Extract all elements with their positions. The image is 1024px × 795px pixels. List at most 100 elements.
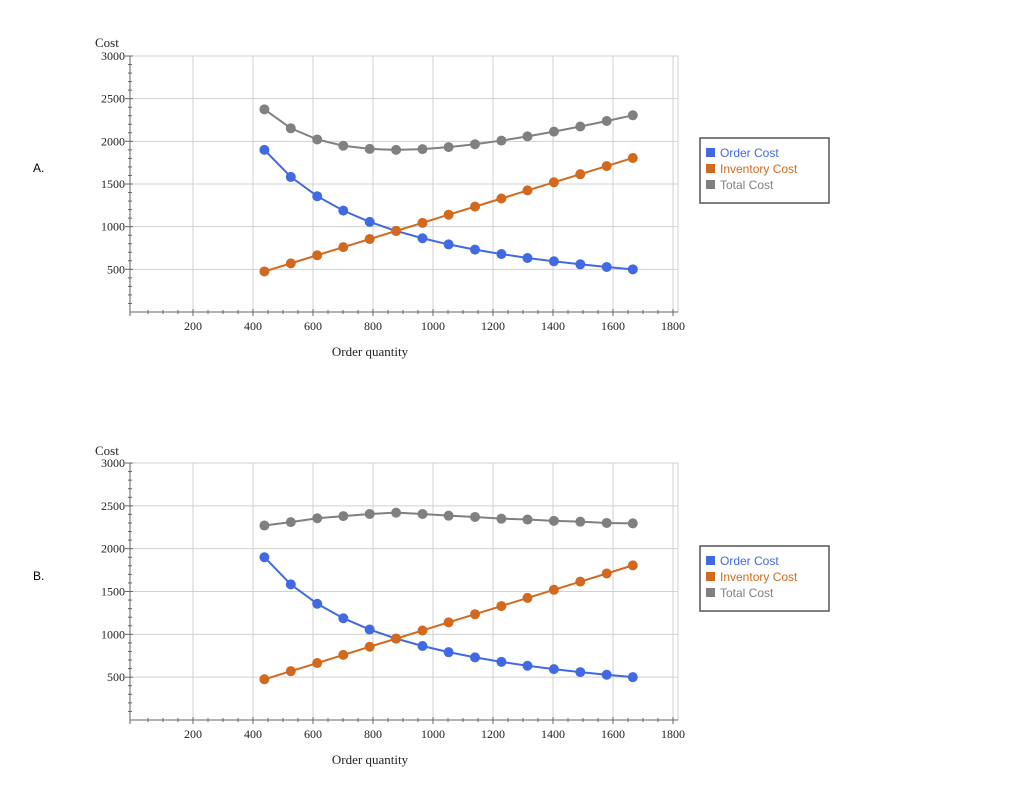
data-point: [259, 104, 270, 115]
data-point: [443, 617, 454, 628]
data-point: [364, 216, 375, 227]
data-point: [417, 625, 428, 636]
data-point: [259, 674, 270, 685]
y-tick-label: 2500: [101, 499, 125, 513]
data-point: [496, 193, 507, 204]
legend-swatch: [706, 572, 715, 581]
data-point: [259, 520, 270, 531]
data-point: [522, 131, 533, 142]
data-point: [391, 633, 402, 644]
y-tick-label: 1500: [101, 585, 125, 599]
data-point: [285, 579, 296, 590]
data-point: [338, 205, 349, 216]
y-tick-label: 2000: [101, 134, 125, 148]
y-axis-label: Cost: [95, 443, 119, 458]
series-order-cost: [259, 552, 638, 683]
x-tick-label: 200: [184, 319, 202, 333]
data-point: [417, 640, 428, 651]
y-tick-label: 1000: [101, 627, 125, 641]
legend-swatch: [706, 588, 715, 597]
legend-swatch: [706, 148, 715, 157]
data-point: [575, 667, 586, 678]
data-point: [391, 144, 402, 155]
legend: Order Cost Inventory Cost Total Cost: [699, 545, 830, 612]
data-point: [496, 656, 507, 667]
data-point: [364, 641, 375, 652]
data-point: [627, 560, 638, 571]
data-point: [601, 161, 612, 172]
x-axis-label: Order quantity: [332, 752, 409, 767]
data-point: [522, 660, 533, 671]
data-point: [601, 568, 612, 579]
data-point: [575, 121, 586, 132]
legend-swatch: [706, 556, 715, 565]
data-point: [443, 209, 454, 220]
legend-label: Inventory Cost: [720, 570, 798, 584]
y-tick-label: 2000: [101, 542, 125, 556]
data-point: [285, 123, 296, 134]
x-tick-label: 400: [244, 319, 262, 333]
data-point: [259, 552, 270, 563]
data-point: [496, 513, 507, 524]
data-point: [548, 664, 559, 675]
data-point: [496, 601, 507, 612]
x-tick-label: 800: [364, 727, 382, 741]
data-point: [470, 609, 480, 620]
x-tick-label: 1800: [661, 319, 685, 333]
data-point: [391, 507, 402, 518]
data-point: [312, 134, 323, 145]
x-tick-label: 800: [364, 319, 382, 333]
data-point: [312, 658, 323, 669]
data-point: [496, 135, 507, 146]
data-point: [259, 266, 270, 277]
chart-b: B. 500 1000 1500 2000 2500 3000 200 400 600 800 100…: [33, 443, 830, 767]
legend-swatch: [706, 180, 715, 189]
data-point: [627, 152, 638, 163]
chart-a: A. 500 1000 1500 2000 2500 3000 200 400 600 800 100…: [33, 35, 830, 359]
x-tick-label: 1200: [481, 727, 505, 741]
data-point: [338, 649, 349, 660]
y-axis-label: Cost: [95, 35, 119, 50]
y-tick-label: 3000: [101, 456, 125, 470]
x-tick-label: 1600: [601, 319, 625, 333]
legend-box: [699, 137, 830, 204]
legend-label: Order Cost: [720, 146, 779, 160]
data-point: [417, 508, 428, 519]
legend: Order Cost Inventory Cost Total Cost: [699, 137, 830, 204]
y-tick-label: 500: [107, 262, 125, 276]
data-point: [443, 239, 454, 250]
data-point: [417, 233, 428, 244]
data-point: [285, 258, 296, 269]
data-point: [627, 264, 638, 275]
data-point: [443, 510, 454, 521]
data-point: [522, 514, 533, 525]
x-tick-label: 200: [184, 727, 202, 741]
legend-label: Order Cost: [720, 554, 779, 568]
data-point: [496, 249, 507, 260]
data-point: [601, 116, 612, 127]
data-point: [338, 140, 349, 151]
data-point: [548, 256, 559, 267]
data-point: [522, 592, 533, 603]
data-point: [364, 624, 375, 635]
data-point: [417, 144, 428, 155]
data-point: [312, 191, 323, 202]
data-point: [259, 144, 270, 155]
panel-label: A.: [33, 161, 44, 175]
series-total-cost: [259, 507, 638, 531]
x-tick-label: 1000: [421, 319, 445, 333]
x-axis-label: Order quantity: [332, 344, 409, 359]
data-point: [627, 110, 638, 121]
data-point: [470, 139, 480, 150]
x-tick-label: 400: [244, 727, 262, 741]
y-tick-label: 2500: [101, 92, 125, 106]
y-tick-label: 1500: [101, 177, 125, 191]
legend-label: Total Cost: [720, 586, 774, 600]
data-point: [443, 647, 454, 658]
data-point: [601, 261, 612, 272]
data-point: [575, 169, 586, 180]
data-point: [548, 515, 559, 526]
series-inventory-cost: [259, 152, 638, 277]
data-point: [575, 576, 586, 587]
